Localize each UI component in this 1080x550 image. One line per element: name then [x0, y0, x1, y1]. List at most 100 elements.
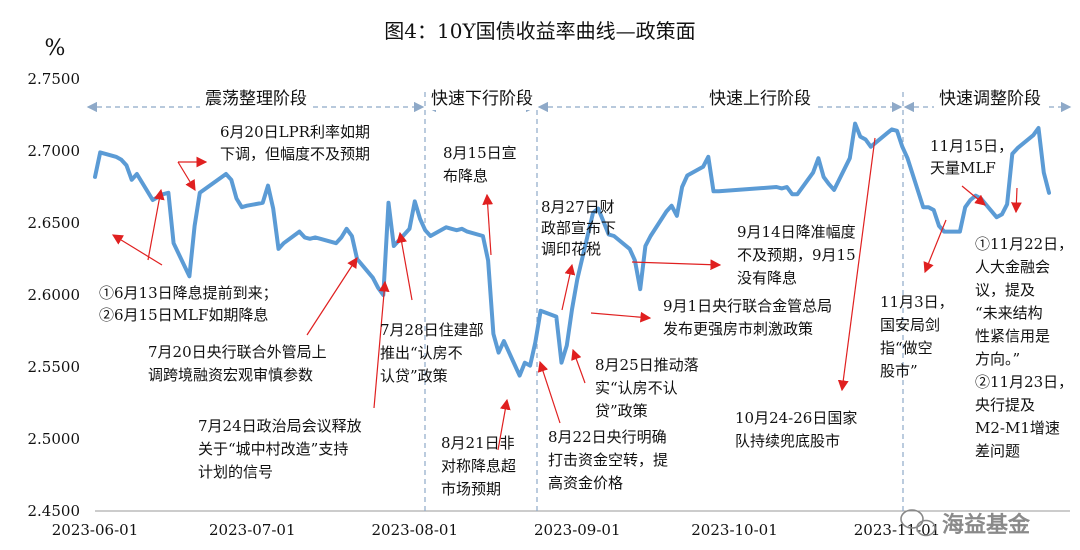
yield-line — [93, 121, 1051, 378]
annotation-line: 国安局剑 — [880, 316, 940, 334]
annotation-line: 调印花税 — [541, 240, 601, 258]
annotation-line: 央行提及 — [975, 396, 1035, 414]
annotation-line: 11月3日， — [880, 293, 954, 311]
annotation-line: 实“认房不认 — [595, 379, 678, 397]
annotation-line: 认贷”政策 — [380, 367, 448, 385]
annotation: 8月22日央行明确打击资金空转，提高资金价格 — [548, 428, 668, 492]
annotation-line: 调跨境融资宏观审慎参数 — [148, 366, 313, 384]
annotation-line: 贷”政策 — [595, 402, 648, 420]
annotation-line: 10月24-26日国家 — [735, 409, 857, 427]
annotation: 8月15日宣布降息 — [443, 144, 517, 185]
annotation-line: ②6月15日MLF如期降息 — [99, 306, 268, 324]
x-tick-label: 2023-09-01 — [534, 521, 620, 539]
y-axis-ticks: 2.4500 2.5000 2.5500 2.6000 2.6500 2.7000 2.75… — [28, 70, 81, 520]
phase-label-bg — [934, 84, 1046, 110]
annotation: 6月20日LPR利率如期下调，但幅度不及预期 — [220, 123, 370, 163]
annotation-line: 8月27日财 — [541, 198, 615, 216]
annotation-arrow — [537, 360, 561, 424]
y-tick-label: 2.5000 — [28, 430, 81, 448]
annotation-line: 没有降息 — [737, 269, 797, 287]
annotation: 7月24日政治局会议释放关于“城中村改造”支持计划的信号 — [198, 417, 362, 481]
y-axis-unit: % — [45, 36, 66, 61]
annotation-arrows — [111, 137, 1022, 451]
y-tick-label: 2.6000 — [28, 286, 81, 304]
y-tick-label: 2.7500 — [28, 70, 81, 88]
annotation: 8月27日财政部宣布下调印花税 — [541, 198, 616, 258]
annotation: 11月3日， 国安局剑指“做空股市” — [880, 293, 954, 380]
annotation-line: 打击资金空转，提 — [548, 451, 668, 469]
phase-label-bg — [200, 84, 312, 110]
annotation: 7月28日住建部推出“认房不认贷”政策 — [380, 321, 484, 385]
annotation-line: 8月25日推动落 — [595, 356, 699, 374]
annotation-line: 6月20日LPR利率如期 — [220, 123, 370, 141]
x-tick-label: 2023-07-01 — [209, 521, 295, 539]
annotation-line: 关于“城中村改造”支持 — [198, 440, 348, 458]
wechat-icon — [900, 509, 936, 537]
annotation-arrow — [571, 348, 586, 384]
phase-label-bg — [704, 84, 816, 110]
annotation-line: 7月28日住建部 — [380, 321, 484, 339]
annotation-arrow — [147, 188, 165, 261]
annotation-arrow — [111, 234, 163, 266]
annotation: ①11月22日， 人大金融会议，提及 “未来结构性紧信用是方向。” ②11月23日， 央… — [975, 235, 1073, 460]
annotation-line: 议，提及 — [975, 281, 1035, 299]
x-tick-label: 2023-11-01 — [854, 521, 940, 539]
annotation-line: 天量MLF — [930, 159, 996, 177]
annotation-line: 8月22日央行明确 — [548, 428, 667, 446]
annotation-arrow — [837, 137, 876, 392]
chart-title: 图4：10Y国债收益率曲线—政策面 — [384, 19, 695, 43]
annotation-arrow — [1011, 187, 1022, 214]
x-tick-label: 2023-10-01 — [691, 521, 777, 539]
annotation-line: 不及预期，9月15 — [737, 246, 856, 264]
annotation: 8月21日非对称降息超市场预期 — [441, 434, 516, 498]
phase-labels: 震荡整理阶段 快速下行阶段 快速上行阶段 快速调整阶段 — [86, 84, 1072, 113]
x-tick-label: 2023-08-01 — [372, 521, 458, 539]
x-tick-label: 2023-06-01 — [52, 521, 138, 539]
annotation-line: 队持续兜底股市 — [735, 432, 840, 450]
annotation: 8月25日推动落实“认房不认贷”政策 — [595, 356, 699, 420]
annotation-line: 高资金价格 — [548, 474, 623, 492]
annotation: 9月14日降准幅度不及预期，9月15 没有降息 — [737, 223, 856, 287]
phase-label-bg — [426, 84, 538, 110]
annotation-line: 8月21日非 — [441, 434, 515, 452]
annotation-line: 布降息 — [443, 167, 488, 185]
annotation-line: 人大金融会 — [975, 258, 1050, 276]
annotation-line: 指“做空 — [880, 339, 933, 357]
annotation-arrow — [482, 193, 494, 256]
annotation-line: 9月1日央行联合金管总局 — [663, 297, 832, 315]
annotation: 9月1日央行联合金管总局发布更强房市刺激政策 — [663, 297, 832, 338]
annotation-line: 对称降息超 — [441, 457, 516, 475]
watermark-text: 海益基金 — [942, 512, 1031, 538]
annotation-line: 下调，但幅度不及预期 — [220, 145, 370, 163]
annotation: 11月15日， 天量MLF — [930, 137, 1013, 177]
annotation-line: ①11月22日， — [975, 235, 1073, 253]
phase-label: 快速调整阶段 — [939, 89, 1041, 109]
annotation-line: 股市” — [880, 362, 918, 380]
annotation-arrow — [306, 256, 358, 336]
annotation-line: 性紧信用是 — [975, 327, 1050, 345]
annotation-line: M2-M1增速 — [975, 419, 1060, 437]
y-tick-label: 2.5500 — [28, 358, 81, 376]
annotation-arrow — [631, 259, 722, 271]
annotation-arrow — [373, 280, 390, 409]
phase-label: 快速上行阶段 — [709, 89, 811, 109]
annotation: 10月24-26日国家队持续兜底股市 — [735, 409, 857, 450]
annotation-arrow — [590, 311, 652, 323]
annotation-line: 7月24日政治局会议释放 — [198, 417, 362, 435]
phase-dividers — [424, 92, 904, 511]
annotation-line: 推出“认房不 — [380, 344, 463, 362]
annotation-line: 方向。” — [975, 350, 1020, 368]
annotation-line: ②11月23日， — [975, 373, 1073, 391]
annotations: ①6月13日降息提前到来； ②6月15日MLF如期降息 6月20日LPR利率如期下调… — [99, 123, 1073, 498]
annotation-line: 8月15日宣 — [443, 144, 517, 162]
annotation-arrow — [396, 231, 413, 301]
annotation: ①6月13日降息提前到来； ②6月15日MLF如期降息 — [99, 284, 278, 324]
annotation-line: 9月14日降准幅度 — [737, 223, 856, 241]
annotation-arrow — [177, 161, 196, 192]
annotation: 7月20日央行联合外管局上调跨境融资宏观审慎参数 — [148, 343, 327, 384]
annotation-arrow — [561, 263, 576, 311]
annotation-line: 11月15日， — [930, 137, 1013, 155]
annotation-arrow — [497, 398, 511, 451]
y-tick-label: 2.6500 — [28, 214, 81, 232]
